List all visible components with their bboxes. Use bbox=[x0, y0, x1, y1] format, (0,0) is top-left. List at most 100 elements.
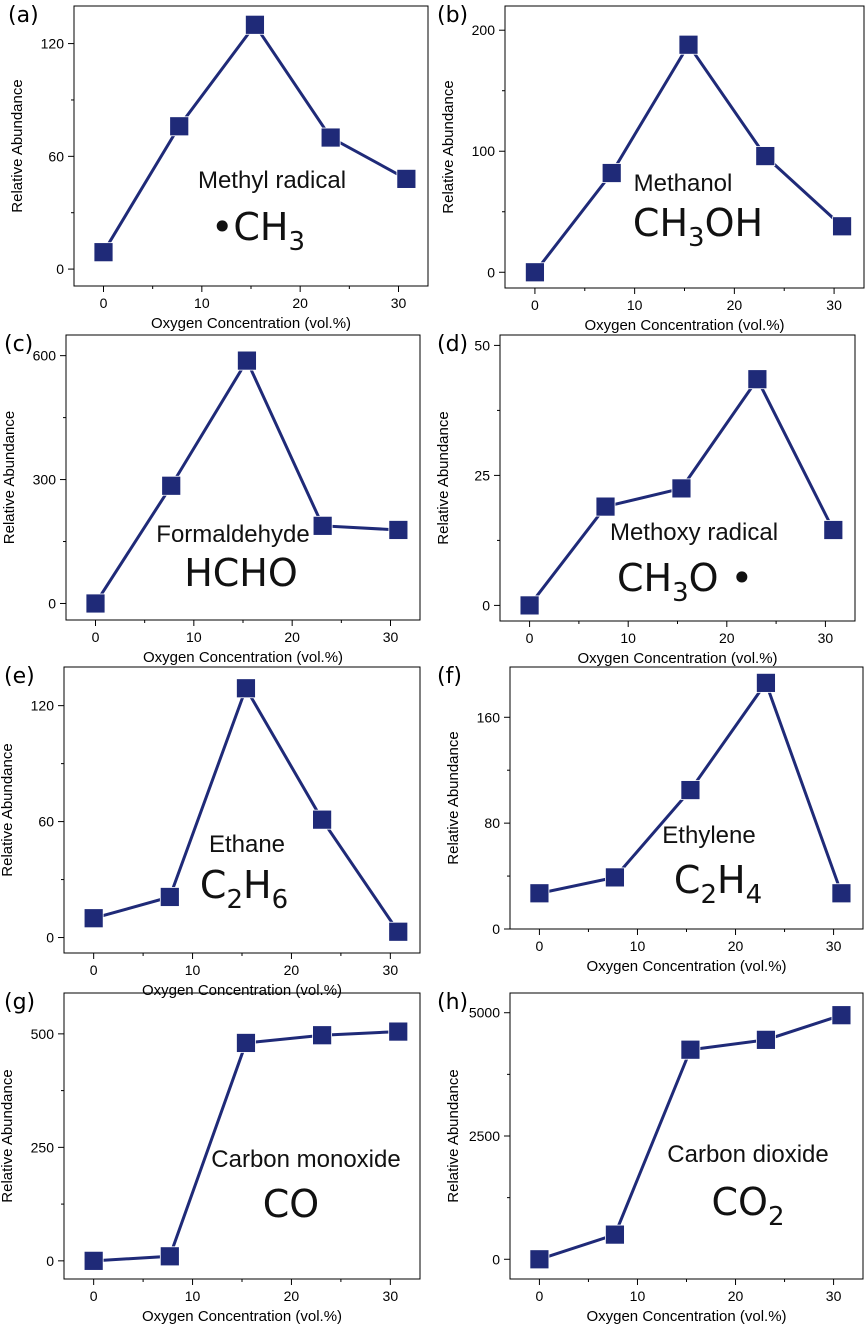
data-point bbox=[756, 672, 776, 693]
compound-name: Methyl radical bbox=[198, 167, 346, 194]
compound-formula: CO bbox=[263, 1182, 319, 1226]
x-tick-label: 0 bbox=[100, 295, 108, 311]
formula-subscript: 3 bbox=[672, 578, 689, 608]
compound-formula: CO2 bbox=[712, 1180, 785, 1232]
y-tick-label: 120 bbox=[41, 36, 65, 52]
y-tick-label: 5000 bbox=[469, 1005, 500, 1021]
y-tick-label: 0 bbox=[487, 264, 495, 280]
chart-panel-b: (b) 0 100 200 0 10 20 30 Oxygen Concentration (v… bbox=[437, 3, 865, 334]
y-tick-label: 60 bbox=[38, 814, 54, 830]
x-tick-label: 10 bbox=[627, 297, 643, 313]
formula-subscript: 6 bbox=[272, 885, 289, 915]
y-tick-label: 160 bbox=[477, 709, 501, 725]
x-tick-label: 0 bbox=[90, 1288, 98, 1304]
panel-label: (f) bbox=[437, 664, 462, 689]
x-axis-title: Oxygen Concentration (vol.%) bbox=[586, 1308, 786, 1325]
x-tick-label: 30 bbox=[383, 1288, 399, 1304]
chart-panel-h: (h) 0 2500 5000 0 10 20 30 Oxygen Concentration … bbox=[437, 990, 864, 1325]
chart-panel-e: (e) 0 60 120 0 10 20 30 Oxygen Concentration (vo… bbox=[0, 664, 421, 999]
data-point bbox=[529, 1249, 550, 1270]
formula-part: C bbox=[674, 858, 701, 902]
data-point bbox=[756, 1029, 776, 1050]
x-tick-label: 20 bbox=[719, 630, 735, 646]
formula-part: CH bbox=[617, 556, 672, 600]
plot-frame bbox=[509, 992, 864, 1280]
y-axis-title: Relative Abundance bbox=[9, 79, 26, 212]
x-tick-label: 0 bbox=[92, 629, 100, 645]
y-tick-label: 50 bbox=[474, 337, 490, 353]
x-tick-label: 10 bbox=[194, 295, 210, 311]
x-axis-title: Oxygen Concentration (vol.%) bbox=[151, 315, 351, 332]
formula-subscript: 2 bbox=[700, 880, 717, 910]
compound-name: Methanol bbox=[634, 170, 733, 197]
y-tick-label: 0 bbox=[48, 595, 56, 611]
data-point bbox=[83, 1250, 104, 1271]
panel-label: (b) bbox=[437, 3, 468, 28]
chart-panel-a: (a) 0 60 120 0 10 20 30 Oxygen Concentration (vo… bbox=[8, 3, 429, 332]
x-tick-label: 20 bbox=[728, 938, 744, 954]
y-axis-title: Relative Abundance bbox=[0, 1069, 16, 1202]
x-tick-label: 30 bbox=[826, 297, 842, 313]
data-point bbox=[671, 478, 692, 499]
x-tick-label: 10 bbox=[186, 629, 202, 645]
y-tick-label: 80 bbox=[484, 815, 500, 831]
panel-label: (a) bbox=[8, 3, 39, 28]
data-point bbox=[161, 475, 182, 496]
data-point bbox=[388, 520, 409, 540]
y-tick-label: 250 bbox=[31, 1139, 55, 1155]
data-point bbox=[396, 168, 417, 189]
formula-part: C bbox=[200, 863, 227, 907]
data-point bbox=[320, 127, 341, 148]
formula-part: CH bbox=[633, 201, 688, 245]
x-tick-label: 10 bbox=[630, 1288, 646, 1304]
formula-subscript: 3 bbox=[288, 227, 305, 257]
compound-name: Methoxy radical bbox=[610, 519, 778, 546]
formula-part: CO bbox=[712, 1180, 768, 1224]
x-tick-label: 30 bbox=[383, 629, 399, 645]
y-tick-label: 0 bbox=[492, 921, 500, 937]
y-tick-label: 0 bbox=[492, 1251, 500, 1267]
data-point bbox=[747, 369, 768, 390]
chart-panel-g: (g) 0 250 500 0 10 20 30 Oxygen Concentration (v… bbox=[0, 990, 421, 1325]
x-axis-title: Oxygen Concentration (vol.%) bbox=[142, 982, 342, 999]
formula-subscript: 3 bbox=[688, 223, 705, 253]
x-tick-label: 20 bbox=[728, 1288, 744, 1304]
x-axis-title: Oxygen Concentration (vol.%) bbox=[142, 1308, 342, 1325]
data-point bbox=[755, 146, 776, 166]
x-tick-label: 0 bbox=[526, 630, 534, 646]
data-point bbox=[601, 163, 622, 183]
y-axis-title: Relative Abundance bbox=[445, 1069, 462, 1202]
data-point bbox=[245, 14, 265, 35]
data-point bbox=[312, 809, 333, 830]
y-tick-label: 0 bbox=[46, 1253, 54, 1269]
y-tick-label: 0 bbox=[482, 597, 490, 613]
panel-label: (h) bbox=[437, 990, 468, 1015]
x-tick-label: 10 bbox=[185, 962, 201, 978]
x-tick-label: 0 bbox=[531, 297, 539, 313]
y-tick-label: 0 bbox=[46, 930, 54, 946]
data-point bbox=[605, 1224, 625, 1245]
y-tick-label: 0 bbox=[56, 261, 64, 277]
x-axis-title: Oxygen Concentration (vol.%) bbox=[586, 958, 786, 975]
data-point bbox=[678, 34, 699, 55]
compound-formula: •CH3 bbox=[211, 205, 305, 257]
y-axis-title: Relative Abundance bbox=[1, 411, 18, 544]
formula-part: H bbox=[243, 863, 272, 907]
data-point bbox=[831, 1005, 852, 1026]
data-point bbox=[519, 595, 540, 616]
x-tick-label: 0 bbox=[536, 1288, 544, 1304]
y-axis-title: Relative Abundance bbox=[435, 411, 452, 544]
x-tick-label: 30 bbox=[826, 1288, 842, 1304]
panel-label: (e) bbox=[4, 664, 35, 689]
data-point bbox=[83, 908, 104, 929]
formula-part: •CH bbox=[211, 205, 289, 249]
x-tick-label: 20 bbox=[284, 962, 300, 978]
compound-name: Carbon monoxide bbox=[211, 1146, 400, 1173]
data-point bbox=[388, 921, 409, 942]
data-point bbox=[312, 515, 333, 536]
x-tick-label: 30 bbox=[391, 295, 407, 311]
formula-part: OH bbox=[705, 201, 763, 245]
x-tick-label: 0 bbox=[90, 962, 98, 978]
data-point bbox=[169, 116, 190, 137]
